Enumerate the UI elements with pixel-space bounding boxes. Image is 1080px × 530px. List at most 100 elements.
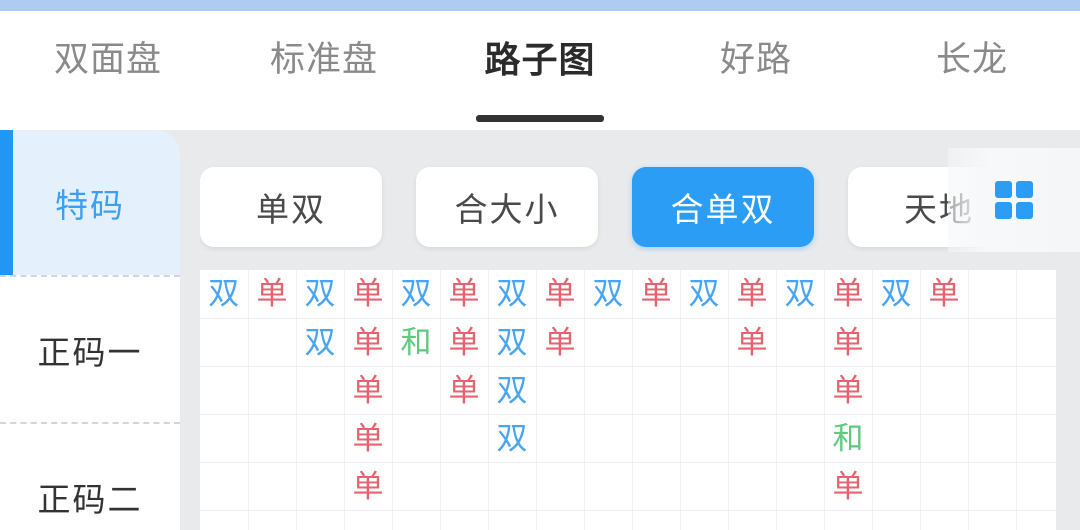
sidebar-item-label: 正码二 (37, 480, 143, 518)
sidebar-active-accent (0, 130, 13, 275)
roadmap-cell (584, 414, 633, 463)
roadmap-cell: 单 (440, 366, 489, 415)
tab-bar: 双面盘 标准盘 路子图 好路 长龙 (0, 11, 1080, 130)
tab-0[interactable]: 双面盘 (0, 11, 216, 130)
roadmap-cell: 双 (392, 270, 441, 319)
sidebar-item-2[interactable]: 正码二 (0, 424, 180, 530)
roadmap-cell (248, 414, 297, 463)
roadmap-cell: 单 (344, 270, 393, 319)
roadmap-cell (344, 510, 393, 530)
roadmap-cell (680, 318, 729, 367)
roadmap-cell (968, 366, 1017, 415)
tab-label: 双面盘 (53, 40, 162, 79)
grid-icon-cell (995, 202, 1012, 219)
tab-4[interactable]: 长龙 (864, 11, 1080, 130)
roadmap-cell (488, 462, 537, 511)
status-bar (0, 0, 1080, 11)
roadmap-grid: 双单双单双单双单双单双单双单双单双单和单双单单单单单双单单双和单单 (200, 270, 1056, 530)
roadmap-cell (296, 366, 345, 415)
roadmap-cell (584, 462, 633, 511)
roadmap-cell (248, 462, 297, 511)
roadmap-cell: 和 (824, 414, 873, 463)
roadmap-cell (920, 510, 969, 530)
roadmap-cell (728, 462, 777, 511)
sidebar: 特码 正码一 正码二 (0, 130, 180, 530)
roadmap-row: 单单 (200, 462, 1056, 511)
roadmap-cell (728, 510, 777, 530)
grid-icon-cell (1016, 181, 1033, 198)
roadmap-cell: 双 (776, 270, 825, 319)
sidebar-item-0[interactable]: 特码 (0, 130, 180, 275)
filter-chip-1[interactable]: 合大小 (416, 167, 598, 247)
roadmap-cell (584, 366, 633, 415)
roadmap-cell (680, 366, 729, 415)
sidebar-item-label: 正码一 (37, 333, 143, 371)
roadmap-cell (392, 462, 441, 511)
roadmap-cell (296, 510, 345, 530)
roadmap-cell: 单 (536, 270, 585, 319)
roadmap-row: 单双和 (200, 414, 1056, 463)
roadmap-cell (536, 510, 585, 530)
roadmap-cell (296, 462, 345, 511)
roadmap-cell (680, 414, 729, 463)
filter-chip-2[interactable]: 合单双 (632, 167, 814, 247)
roadmap-cell (296, 414, 345, 463)
grid-icon-cell (1016, 202, 1033, 219)
roadmap-cell (632, 318, 681, 367)
roadmap-cell (1016, 510, 1056, 530)
roadmap-cell (632, 414, 681, 463)
roadmap-cell (392, 414, 441, 463)
roadmap-cell (248, 366, 297, 415)
tab-label: 长龙 (935, 40, 1008, 79)
roadmap-cell (872, 462, 921, 511)
roadmap-cell: 和 (392, 318, 441, 367)
roadmap-cell (1016, 462, 1056, 511)
roadmap-cell (776, 510, 825, 530)
roadmap-cell: 单 (632, 270, 681, 319)
roadmap-cell (1016, 270, 1056, 319)
roadmap-cell (440, 510, 489, 530)
roadmap-cell (248, 510, 297, 530)
filter-chip-label: 合单双 (670, 191, 776, 228)
roadmap-cell (200, 318, 249, 367)
tab-label: 路子图 (484, 38, 596, 80)
roadmap-cell: 单 (440, 318, 489, 367)
roadmap-cell (1016, 366, 1056, 415)
sidebar-item-1[interactable]: 正码一 (0, 277, 180, 422)
roadmap-cell: 双 (200, 270, 249, 319)
filter-chip-label: 合大小 (454, 191, 560, 228)
roadmap-cell (248, 318, 297, 367)
tab-1[interactable]: 标准盘 (216, 11, 432, 130)
grid-icon[interactable] (995, 181, 1033, 219)
roadmap-cell (536, 366, 585, 415)
roadmap-cell (872, 318, 921, 367)
roadmap-cell (200, 462, 249, 511)
roadmap-row: 双单和单双单单单 (200, 318, 1056, 367)
tab-label: 好路 (719, 40, 792, 79)
roadmap-cell (776, 414, 825, 463)
roadmap-cell (1016, 318, 1056, 367)
roadmap-cell (968, 414, 1017, 463)
roadmap-cell: 单 (824, 270, 873, 319)
roadmap-cell: 双 (872, 270, 921, 319)
roadmap-cell: 单 (824, 318, 873, 367)
roadmap-cell (872, 414, 921, 463)
grid-view-toggle-button[interactable] (948, 148, 1080, 252)
filter-chip-label: 单双 (256, 191, 326, 228)
roadmap-cell (440, 414, 489, 463)
roadmap-cell (728, 414, 777, 463)
tab-3[interactable]: 好路 (648, 11, 864, 130)
roadmap-row: 双单双单双单双单双单双单双单双单 (200, 270, 1056, 319)
roadmap-cell (776, 366, 825, 415)
roadmap-cell (680, 510, 729, 530)
filter-chip-0[interactable]: 单双 (200, 167, 382, 247)
roadmap-cell: 单 (344, 414, 393, 463)
roadmap-cell: 双 (488, 270, 537, 319)
roadmap-cell (584, 510, 633, 530)
roadmap-cell (968, 318, 1017, 367)
roadmap-cell (920, 462, 969, 511)
roadmap-cell (776, 318, 825, 367)
roadmap-cell: 双 (296, 318, 345, 367)
sidebar-item-label: 特码 (55, 186, 125, 224)
tab-2[interactable]: 路子图 (432, 11, 648, 130)
